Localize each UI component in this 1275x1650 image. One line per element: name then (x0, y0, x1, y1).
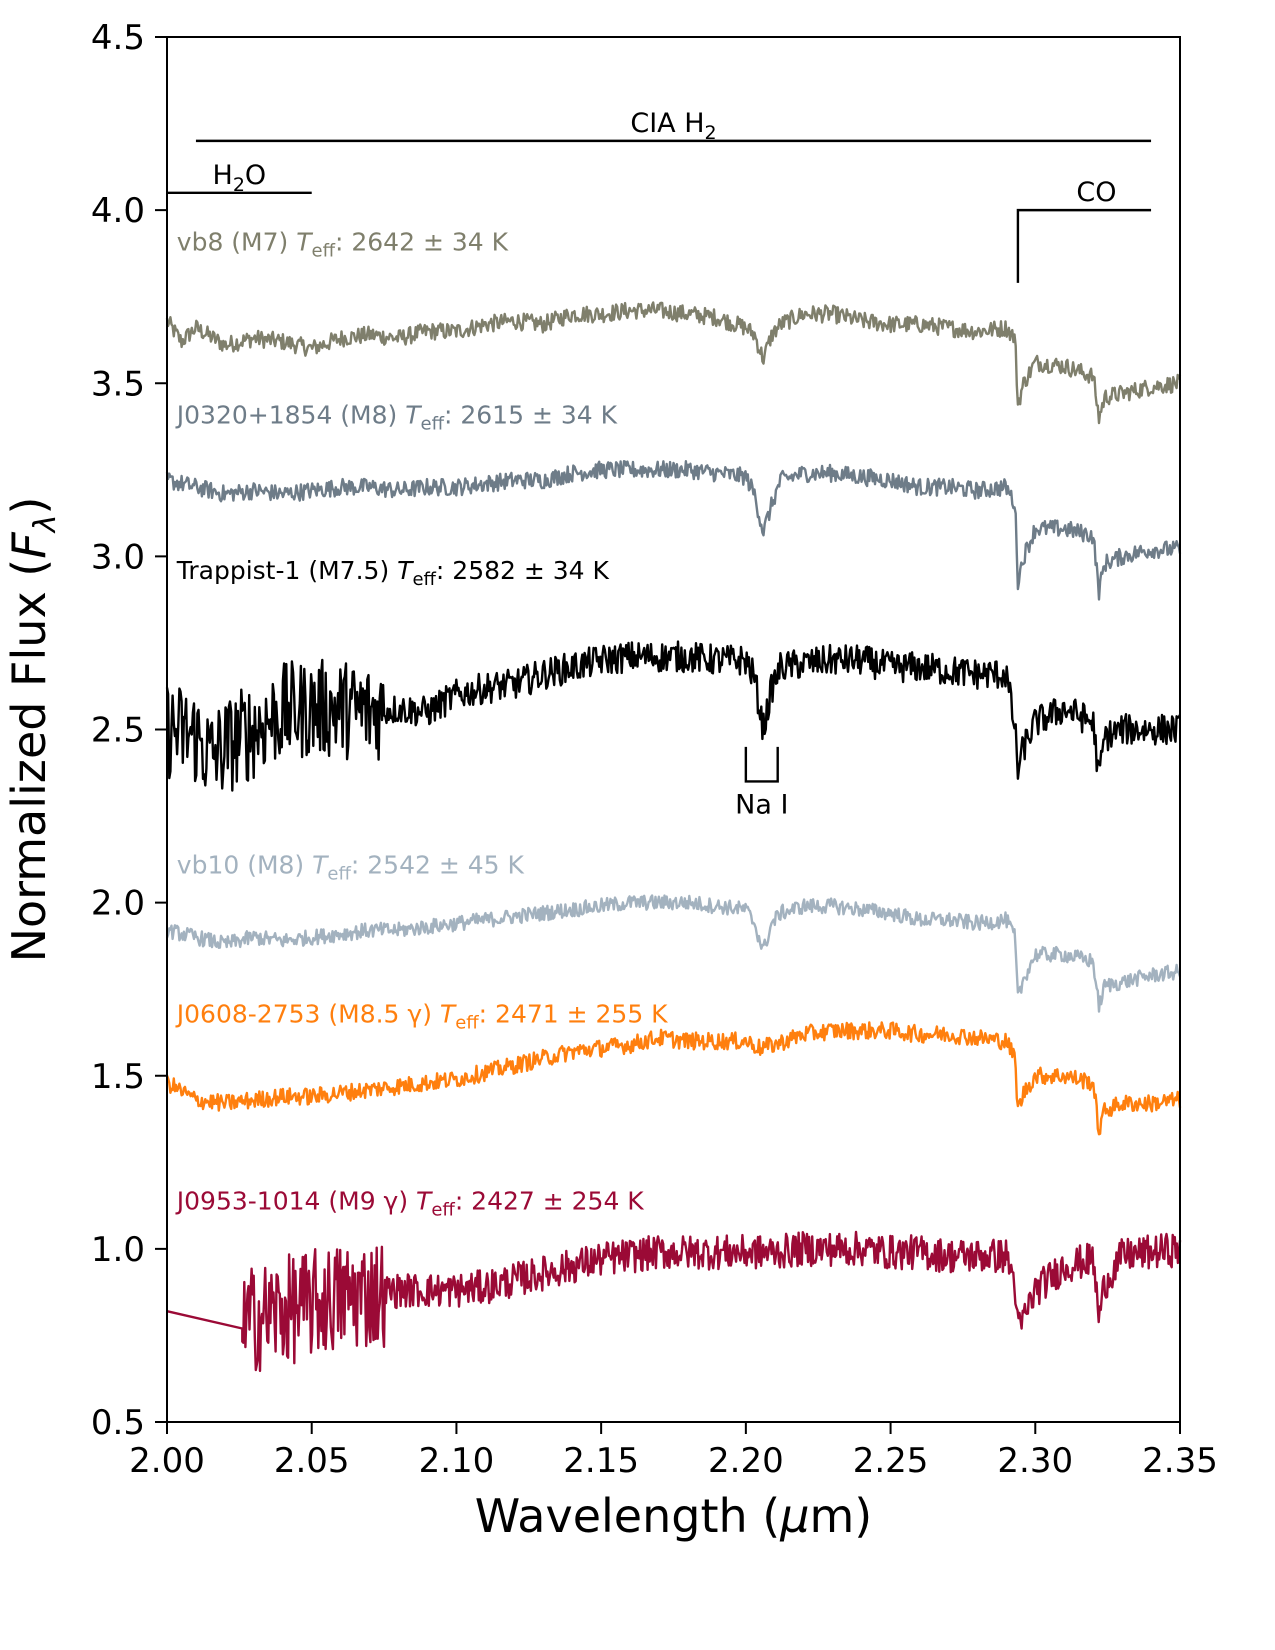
feature-label: H2O (213, 160, 267, 196)
series-line (165, 460, 1182, 601)
feature-layer: CIA H2 H2O CO Na I (167, 108, 1152, 820)
feature-bracket (1016, 208, 1152, 283)
series-label: J0320+1854 (M8) Teff: 2615 ± 34 K (175, 400, 618, 434)
x-tick-label: 2.15 (563, 1441, 639, 1481)
series-line (165, 640, 1182, 792)
y-tick-label: 0.5 (91, 1403, 145, 1443)
series-layer (165, 301, 1182, 1373)
y-tick-label: 4.5 (91, 18, 145, 58)
series-line (165, 301, 1182, 425)
x-tick-label: 2.25 (853, 1441, 929, 1481)
y-tick-label: 3.5 (91, 364, 145, 404)
y-axis-ticks: 0.5 1.0 1.5 2.0 2.5 3.0 3.5 4.0 4.5 (91, 18, 167, 1443)
y-tick-label: 2.0 (91, 884, 145, 924)
series-label: J0608-2753 (M8.5 γ) Teff: 2471 ± 255 K (175, 999, 668, 1033)
series-line (166, 1230, 1182, 1373)
y-axis-label: Normalized Flux (Fλ) (2, 497, 63, 963)
series-label: vb8 (M7) Teff: 2642 ± 34 K (177, 227, 509, 261)
x-tick-label: 2.35 (1142, 1441, 1218, 1481)
x-tick-label: 2.30 (997, 1441, 1073, 1481)
x-axis-ticks: 2.00 2.05 2.10 2.15 2.20 2.25 2.30 2.35 (129, 1422, 1218, 1481)
x-tick-label: 2.00 (129, 1441, 205, 1481)
feature-label: CO (1076, 177, 1116, 208)
x-tick-label: 2.10 (419, 1441, 495, 1481)
y-tick-label: 1.0 (91, 1230, 145, 1270)
y-tick-label: 3.0 (91, 537, 145, 577)
series-label: Trappist-1 (M7.5) Teff: 2582 ± 34 K (176, 556, 610, 590)
y-tick-label: 4.0 (91, 191, 145, 231)
series-label-layer: vb8 (M7) Teff: 2642 ± 34 K J0320+1854 (M8… (175, 227, 668, 1220)
y-tick-label: 2.5 (91, 711, 145, 751)
x-axis-label: Wavelength (μm) (475, 1489, 873, 1543)
feature-label: CIA H2 (630, 108, 716, 144)
x-tick-label: 2.05 (274, 1441, 350, 1481)
series-label: J0953-1014 (M9 γ) Teff: 2427 ± 254 K (175, 1186, 645, 1220)
series-label: vb10 (M8) Teff: 2542 ± 45 K (177, 851, 525, 885)
feature-bracket (744, 746, 779, 783)
y-tick-label: 1.5 (91, 1057, 145, 1097)
x-tick-label: 2.20 (708, 1441, 784, 1481)
series-line (165, 1021, 1182, 1136)
series-line (165, 894, 1182, 1013)
feature-label: Na I (735, 789, 788, 820)
